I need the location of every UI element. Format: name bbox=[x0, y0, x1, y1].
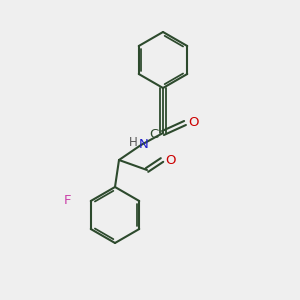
Text: O: O bbox=[165, 154, 175, 166]
Text: H: H bbox=[129, 136, 137, 149]
Text: C: C bbox=[149, 128, 158, 140]
Text: N: N bbox=[139, 139, 149, 152]
Text: F: F bbox=[63, 194, 71, 208]
Text: O: O bbox=[188, 116, 199, 130]
